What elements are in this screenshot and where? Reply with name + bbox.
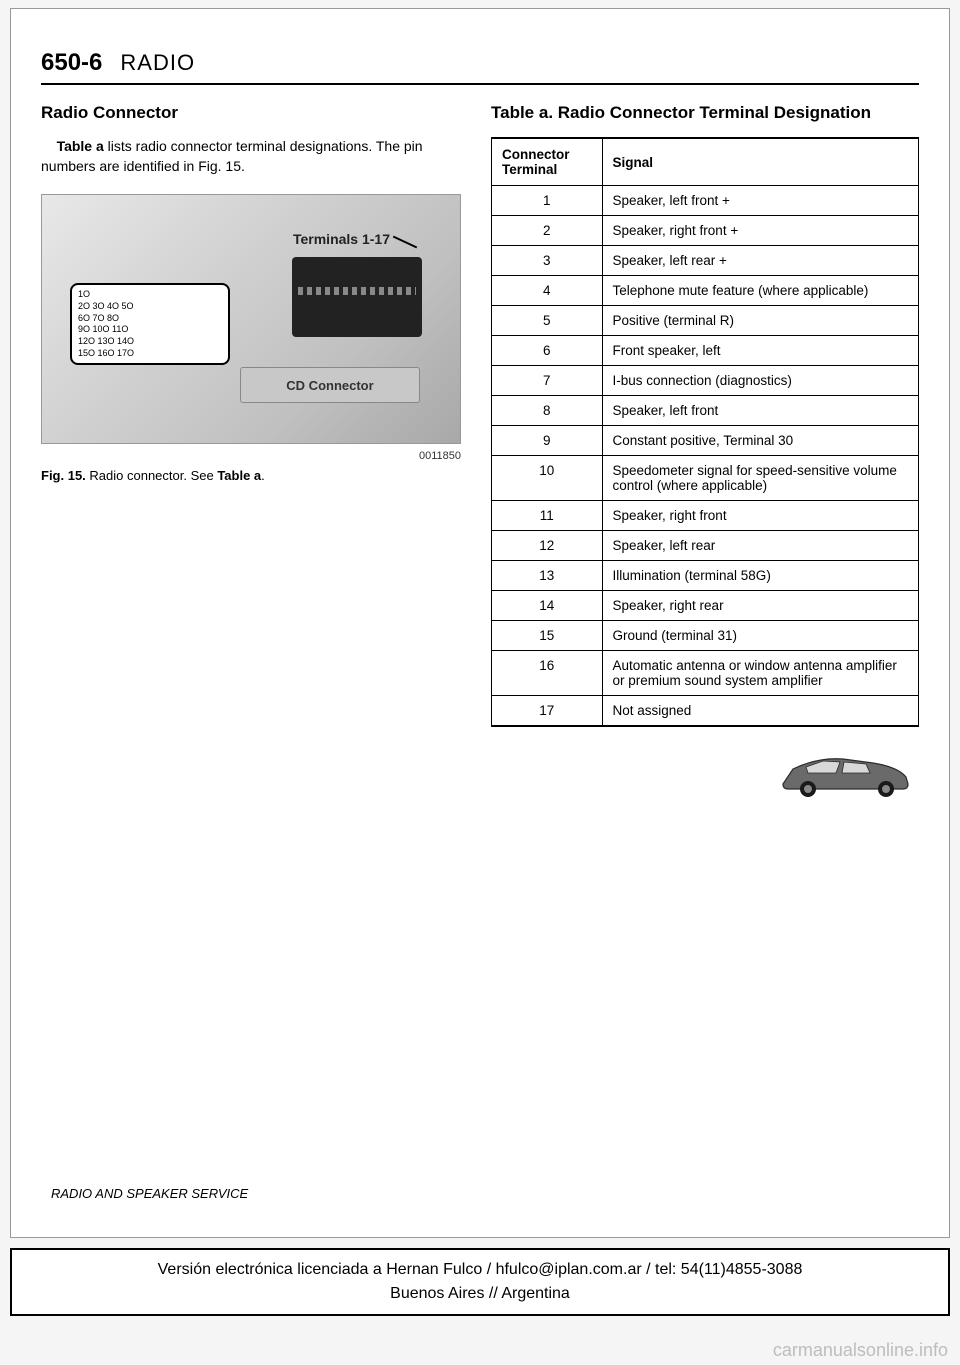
cell-terminal: 15 — [492, 621, 602, 651]
cell-signal: Not assigned — [602, 696, 918, 726]
col-header-signal: Signal — [602, 139, 918, 186]
table-row: 3Speaker, left rear + — [492, 246, 918, 276]
cell-terminal: 14 — [492, 591, 602, 621]
cell-terminal: 7 — [492, 366, 602, 396]
terminal-table: Connector Terminal Signal 1Speaker, left… — [492, 138, 918, 726]
table-row: 5Positive (terminal R) — [492, 306, 918, 336]
cell-terminal: 3 — [492, 246, 602, 276]
table-row: 11Speaker, right front — [492, 501, 918, 531]
figure-caption: Fig. 15. Radio connector. See Table a. — [41, 468, 461, 483]
cell-signal: Front speaker, left — [602, 336, 918, 366]
table-row: 8Speaker, left front — [492, 396, 918, 426]
right-column: Table a. Radio Connector Terminal Design… — [491, 103, 919, 804]
table-row: 9Constant positive, Terminal 30 — [492, 426, 918, 456]
watermark: carmanualsonline.info — [773, 1340, 948, 1361]
cell-signal: Speaker, right front + — [602, 216, 918, 246]
cell-signal: Speaker, left front — [602, 396, 918, 426]
pin-row-3: 6O 7O 8O — [78, 313, 222, 325]
page-title: RADIO — [120, 50, 195, 76]
table-row: 7I-bus connection (diagnostics) — [492, 366, 918, 396]
table-row: 17Not assigned — [492, 696, 918, 726]
pin-diagram: 1O 2O 3O 4O 5O 6O 7O 8O 9O 10O 11O 12O 1… — [70, 283, 230, 365]
table-row: 14Speaker, right rear — [492, 591, 918, 621]
pin-row-1: 1O — [78, 289, 222, 301]
cell-signal: Ground (terminal 31) — [602, 621, 918, 651]
content-columns: Radio Connector Table a lists radio conn… — [41, 103, 919, 804]
table-row: 6Front speaker, left — [492, 336, 918, 366]
car-icon — [778, 749, 913, 799]
cell-signal: Speaker, left rear + — [602, 246, 918, 276]
col-header-terminal: Connector Terminal — [492, 139, 602, 186]
cell-signal: Speaker, left rear — [602, 531, 918, 561]
manual-page: 650-6 RADIO Radio Connector Table a list… — [10, 8, 950, 1238]
cell-signal: Telephone mute feature (where applicable… — [602, 276, 918, 306]
terminal-table-wrap: Connector Terminal Signal 1Speaker, left… — [491, 137, 919, 727]
page-header: 650-6 RADIO — [41, 49, 919, 85]
terminals-label: Terminals 1-17 — [293, 231, 390, 247]
table-row: 15Ground (terminal 31) — [492, 621, 918, 651]
cell-signal: Positive (terminal R) — [602, 306, 918, 336]
cell-terminal: 12 — [492, 531, 602, 561]
section-heading-left: Radio Connector — [41, 103, 461, 123]
table-row: 2Speaker, right front + — [492, 216, 918, 246]
cell-signal: I-bus connection (diagnostics) — [602, 366, 918, 396]
table-row: 1Speaker, left front + — [492, 186, 918, 216]
cell-terminal: 11 — [492, 501, 602, 531]
cell-signal: Constant positive, Terminal 30 — [602, 426, 918, 456]
table-header-row: Connector Terminal Signal — [492, 139, 918, 186]
license-line-1: Versión electrónica licenciada a Hernan … — [24, 1258, 936, 1282]
license-box: Versión electrónica licenciada a Hernan … — [10, 1248, 950, 1316]
left-column: Radio Connector Table a lists radio conn… — [41, 103, 461, 804]
cd-connector-label: CD Connector — [240, 367, 420, 403]
intro-paragraph: Table a lists radio connector terminal d… — [41, 137, 461, 176]
footer-section-label: RADIO AND SPEAKER SERVICE — [51, 1186, 248, 1201]
cell-signal: Speaker, right rear — [602, 591, 918, 621]
table-row: 12Speaker, left rear — [492, 531, 918, 561]
pin-row-5: 12O 13O 14O — [78, 336, 222, 348]
cell-terminal: 8 — [492, 396, 602, 426]
table-row: 4Telephone mute feature (where applicabl… — [492, 276, 918, 306]
car-illustration — [491, 749, 919, 804]
cell-terminal: 13 — [492, 561, 602, 591]
license-line-2: Buenos Aires // Argentina — [24, 1282, 936, 1306]
page-number: 650-6 — [41, 49, 102, 77]
table-ref: Table a — [57, 138, 104, 154]
cell-signal: Speedometer signal for speed-sensitive v… — [602, 456, 918, 501]
fig-caption-bold2: Table a — [217, 468, 261, 483]
figure-id: 0011850 — [41, 450, 461, 462]
cell-terminal: 17 — [492, 696, 602, 726]
cell-terminal: 10 — [492, 456, 602, 501]
pin-row-2: 2O 3O 4O 5O — [78, 301, 222, 313]
cell-terminal: 5 — [492, 306, 602, 336]
cell-terminal: 1 — [492, 186, 602, 216]
cell-terminal: 4 — [492, 276, 602, 306]
cell-signal: Speaker, left front + — [602, 186, 918, 216]
cell-signal: Speaker, right front — [602, 501, 918, 531]
fig-caption-end: . — [261, 468, 265, 483]
cell-terminal: 2 — [492, 216, 602, 246]
connector-graphic — [292, 257, 422, 337]
pin-row-4: 9O 10O 11O — [78, 324, 222, 336]
cell-terminal: 16 — [492, 651, 602, 696]
table-row: 16Automatic antenna or window antenna am… — [492, 651, 918, 696]
table-row: 10Speedometer signal for speed-sensitive… — [492, 456, 918, 501]
pin-row-6: 15O 16O 17O — [78, 348, 222, 360]
table-row: 13Illumination (terminal 58G) — [492, 561, 918, 591]
cell-terminal: 6 — [492, 336, 602, 366]
fig-caption-text: Radio connector. See — [86, 468, 218, 483]
cell-terminal: 9 — [492, 426, 602, 456]
cell-signal: Automatic antenna or window antenna ampl… — [602, 651, 918, 696]
figure-15: Terminals 1-17 1O 2O 3O 4O 5O 6O 7O 8O 9… — [41, 194, 461, 444]
table-heading: Table a. Radio Connector Terminal Design… — [491, 103, 919, 123]
fig-caption-bold: Fig. 15. — [41, 468, 86, 483]
cell-signal: Illumination (terminal 58G) — [602, 561, 918, 591]
